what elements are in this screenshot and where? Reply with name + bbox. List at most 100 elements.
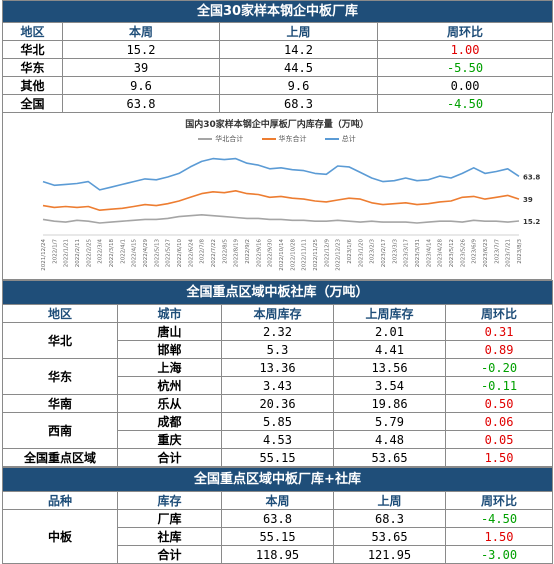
x-tick-label: 2023/8/3 (517, 239, 523, 264)
col-header: 上周 (333, 491, 446, 510)
factory-inventory-table: 全国30家样本钢企中板厂库 地区 本周 上周 周环比 华北 15.2 14.2 … (1, 0, 554, 113)
table-row: 华北 15.2 14.2 1.00 (2, 40, 554, 59)
last-week-cell: 121.95 (333, 545, 446, 564)
x-tick-label: 2022/8/5 (222, 239, 228, 264)
region-cell: 华北 (2, 40, 63, 59)
last-week-cell: 19.86 (333, 394, 446, 413)
last-week-cell: 9.6 (219, 76, 378, 95)
table-row: 华东 39 44.5 -5.50 (2, 58, 554, 77)
change-cell: -3.00 (444, 545, 554, 564)
x-tick-label: 2022/8/19 (234, 239, 240, 268)
this-week-cell: 63.8 (221, 509, 334, 528)
table-row: 中板 厂库 63.8 68.3 -4.50 (2, 509, 554, 564)
city-cell: 乐从 (117, 394, 222, 413)
legend-label: 华北合计 (215, 135, 244, 143)
section2-title: 全国重点区域中板社库（万吨） (1, 280, 554, 305)
chart-plot: 15.2 39 63.8 2021/12/24 2022/1/7 2022/1/21 202… (41, 157, 540, 271)
change-cell: -0.11 (444, 376, 554, 395)
table-row: 华北 唐山 2.32 2.01 0.31 (2, 322, 554, 359)
last-week-cell: 68.3 (333, 509, 446, 528)
last-week-cell: 3.54 (333, 376, 446, 395)
series-line-0 (42, 214, 520, 224)
last-week-cell: 13.56 (333, 358, 446, 377)
market-inventory-table: 全国重点区域中板社库（万吨） 地区 城市 本周库存 上周库存 周环比 华北 唐山… (1, 280, 554, 467)
last-week-cell: 4.41 (333, 340, 446, 359)
x-tick-label: 2021/12/24 (41, 239, 47, 271)
legend-label: 华东合计 (278, 135, 307, 143)
section2-header-row: 地区 城市 本周库存 上周库存 周环比 (2, 304, 554, 323)
x-tick-label: 2022/7/8 (200, 239, 206, 264)
last-week-cell: 68.3 (219, 94, 378, 113)
col-header: 本周 (62, 22, 220, 41)
x-tick-label: 2023/4/28 (438, 239, 444, 268)
col-header: 周环比 (444, 491, 554, 510)
change-cell: 0.00 (376, 76, 554, 95)
x-tick-label: 2022/10/14 (279, 239, 285, 271)
legend-swatch (198, 138, 213, 140)
x-tick-label: 2022/6/10 (177, 239, 183, 268)
this-week-cell: 3.43 (221, 376, 334, 395)
last-week-cell: 44.5 (219, 58, 378, 77)
x-tick-label: 2022/1/7 (52, 239, 58, 264)
this-week-cell: 55.15 (221, 448, 334, 467)
x-tick-label: 2022/6/24 (188, 239, 194, 268)
x-tick-label: 2023/7/21 (506, 239, 512, 267)
combined-inventory-table: 全国重点区域中板厂库+社库 品种 库存 本周 上周 周环比 中板 厂库 63.8… (1, 467, 554, 564)
legend-item: 华北合计 (198, 134, 243, 144)
region-cell: 西南 (2, 412, 118, 449)
region-cell: 华东 (2, 58, 63, 77)
city-cell: 唐山 (117, 322, 222, 341)
x-tick-label: 2023/2/3 (370, 239, 376, 264)
x-tick-label: 2022/5/27 (166, 239, 172, 268)
change-cell: -0.20 (444, 358, 554, 377)
city-cell: 重庆 (117, 430, 222, 449)
table-row: 重庆 4.53 4.48 0.05 (3, 430, 554, 449)
x-tick-label: 2022/9/2 (245, 239, 251, 264)
x-tick-label: 2022/12/9 (324, 239, 330, 268)
end-label: 39 (523, 196, 533, 204)
col-header: 库存 (117, 491, 222, 510)
this-week-cell: 9.6 (62, 76, 220, 95)
x-tick-label: 2023/6/23 (483, 239, 489, 268)
chart-legend: 华北合计 华东合计 总计 (3, 134, 551, 144)
col-header: 本周库存 (221, 304, 334, 323)
stock-cell: 厂库 (117, 509, 222, 528)
table-row: 西南 成都 5.85 5.79 0.06 (2, 412, 554, 449)
col-header: 地区 (2, 22, 63, 41)
change-cell: 0.06 (444, 412, 554, 431)
city-cell: 杭州 (117, 376, 222, 395)
col-header: 周环比 (444, 304, 554, 323)
x-tick-label: 2023/3/17 (404, 239, 410, 268)
col-header: 上周 (219, 22, 378, 41)
this-week-cell: 4.53 (221, 430, 334, 449)
x-tick-label: 2022/11/25 (313, 239, 319, 271)
change-cell: 0.50 (444, 394, 554, 413)
x-tick-label: 2022/10/28 (290, 239, 296, 271)
table-row: 全国重点区域 合计 55.15 53.65 1.50 (2, 448, 554, 467)
stock-cell: 社库 (117, 527, 222, 546)
region-cell: 华南 (2, 394, 118, 413)
table-row: 全国 63.8 68.3 -4.50 (2, 94, 554, 113)
change-cell: 1.00 (376, 40, 554, 59)
last-week-cell: 53.65 (333, 527, 446, 546)
end-label: 15.2 (523, 218, 540, 226)
table-row: 华东 上海 13.36 13.56 -0.20 (2, 358, 554, 395)
region-cell: 华东 (2, 358, 118, 395)
this-week-cell: 15.2 (62, 40, 220, 59)
x-tick-label: 2022/1/21 (64, 239, 70, 267)
legend-swatch (261, 138, 276, 140)
x-tick-label: 2022/7/22 (211, 239, 217, 267)
this-week-cell: 118.95 (221, 545, 334, 564)
x-tick-label: 2023/4/14 (426, 239, 432, 268)
x-tick-label: 2022/5/13 (154, 239, 160, 268)
x-tick-label: 2022/4/29 (143, 239, 149, 268)
series-line-2 (42, 157, 520, 191)
col-header: 本周 (221, 491, 334, 510)
this-week-cell: 20.36 (221, 394, 334, 413)
x-tick-label: 2023/3/31 (415, 239, 421, 267)
region-cell: 华北 (2, 322, 118, 359)
table-row: 其他 9.6 9.6 0.00 (2, 76, 554, 95)
legend-label: 总计 (341, 135, 356, 143)
city-cell: 上海 (117, 358, 222, 377)
series-line-1 (42, 190, 520, 211)
